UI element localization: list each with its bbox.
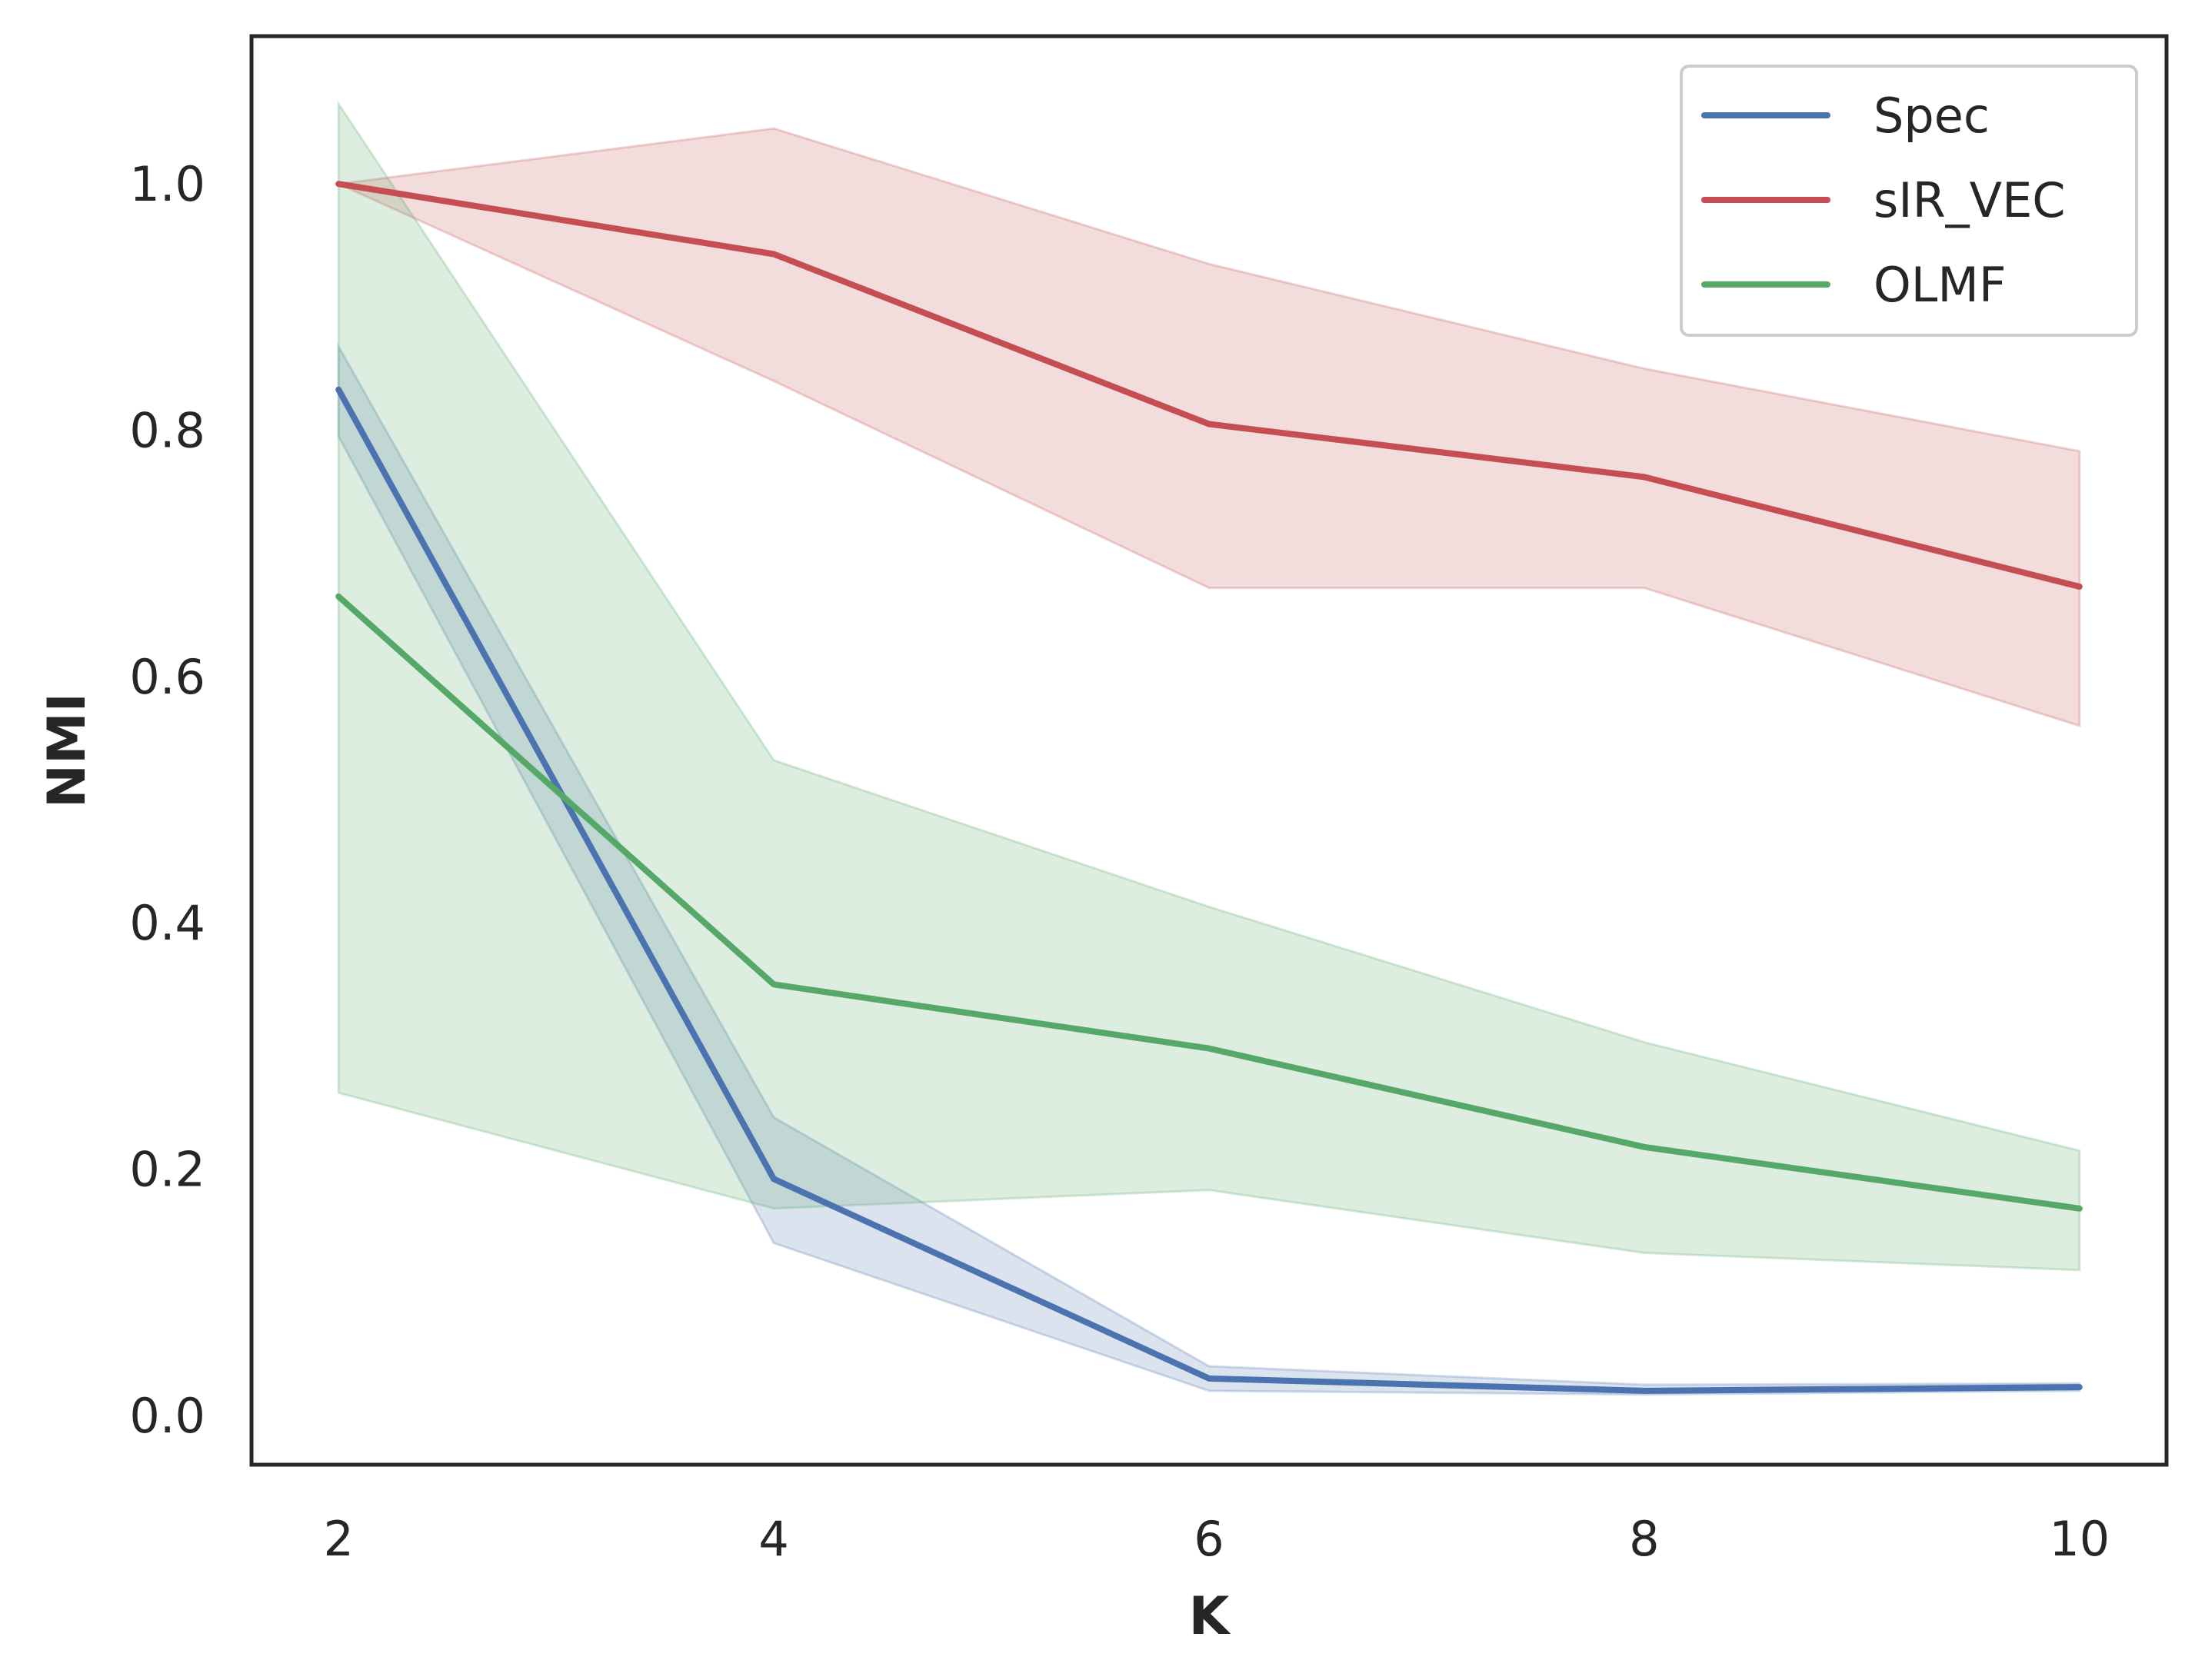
y-tick-label: 1.0 — [129, 156, 205, 212]
line-olmf — [335, 593, 2083, 1212]
legend-label-spec: Spec — [1874, 88, 1990, 144]
x-tick-label: 6 — [1194, 1511, 1224, 1567]
legend-label-olmf: OLMF — [1874, 257, 2007, 313]
y-tick-label: 0.0 — [129, 1388, 205, 1444]
y-axis-label: NMI — [37, 693, 98, 808]
legend: Spec sIR_VEC OLMF — [1680, 65, 2138, 337]
x-axis-ticks: 2 4 6 8 10 — [323, 1511, 2110, 1567]
band-olmf — [337, 100, 2081, 1272]
x-tick-label: 8 — [1629, 1511, 1659, 1567]
legend-box — [1680, 65, 2138, 337]
line-spec — [335, 386, 2083, 1394]
line-sir-vec — [335, 181, 2083, 590]
y-axis-ticks: 0.0 0.2 0.4 0.6 0.8 1.0 — [129, 156, 205, 1444]
x-tick-label: 4 — [758, 1511, 788, 1567]
confidence-bands — [334, 100, 2081, 1396]
x-tick-label: 2 — [323, 1511, 353, 1567]
x-axis-label: K — [1189, 1586, 1231, 1647]
y-tick-label: 0.2 — [129, 1142, 205, 1198]
y-tick-label: 0.4 — [129, 895, 205, 951]
band-spec — [337, 341, 2081, 1396]
legend-label-sir-vec: sIR_VEC — [1874, 172, 2066, 228]
x-tick-label: 10 — [2049, 1511, 2110, 1567]
plot-frame — [249, 34, 2169, 1467]
series-lines — [335, 181, 2083, 1394]
y-tick-label: 0.8 — [129, 403, 205, 459]
y-tick-label: 0.6 — [129, 649, 205, 705]
